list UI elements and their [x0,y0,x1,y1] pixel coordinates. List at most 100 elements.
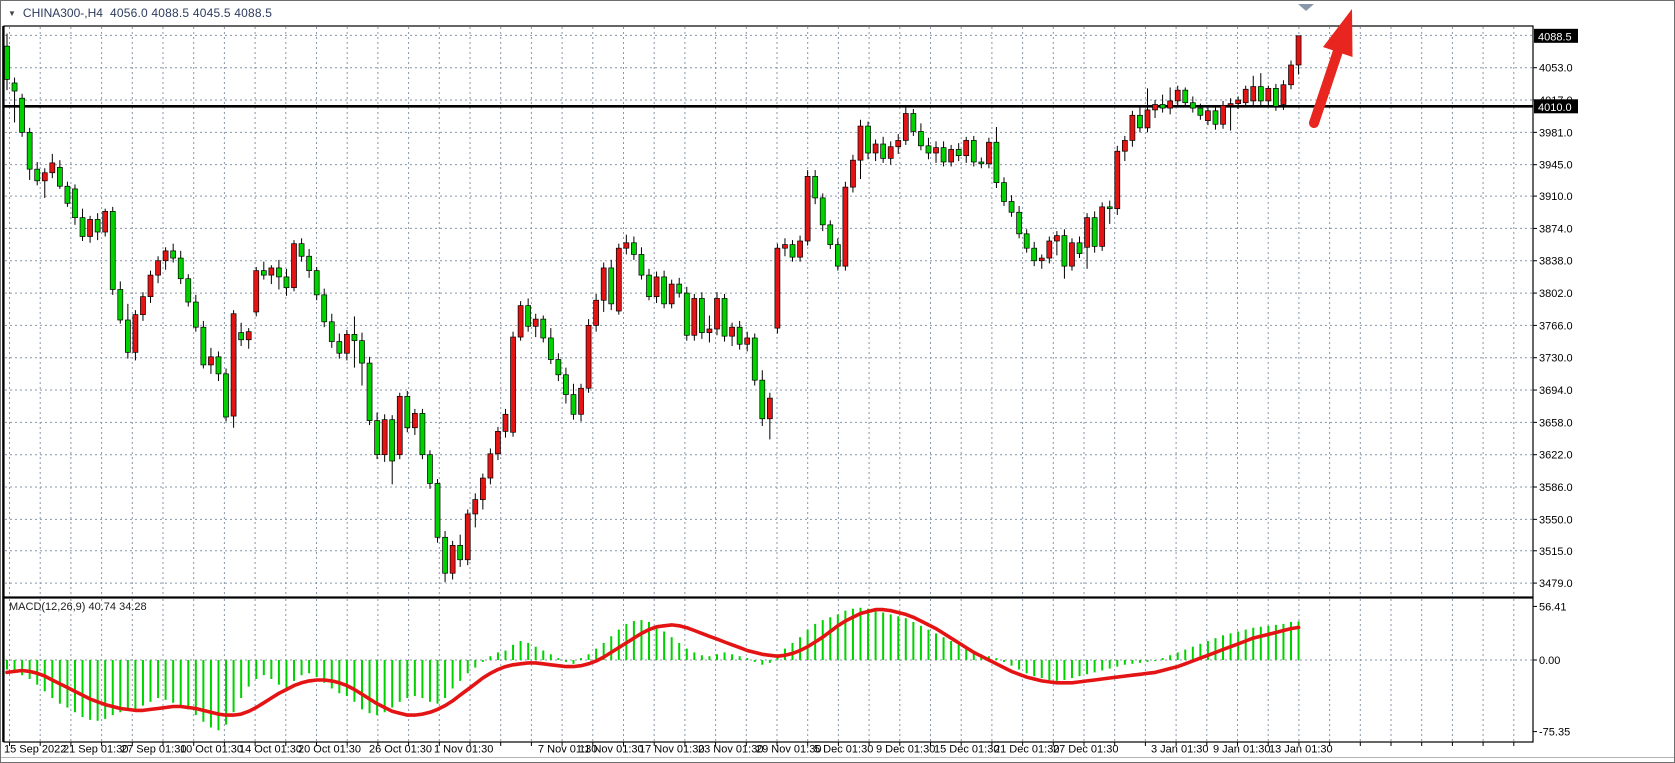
bear-candle [1137,114,1143,129]
bull-candle [1129,114,1136,141]
bear-candle [721,298,728,337]
price-tick-label: 3479.0 [1539,578,1573,590]
macd-signal-value: 34.28 [119,601,147,613]
bear-candle [1001,182,1007,202]
time-axis-label: 29 Nov 01:30 [756,744,821,756]
bull-candle [1084,217,1090,248]
bear-candle [192,301,199,328]
bear-candle [419,413,426,456]
bear-candle [57,167,63,187]
bear-candle [555,359,562,376]
macd-axis-label: -75.35 [1539,727,1570,739]
bear-candle [993,141,1000,183]
bear-candle [19,97,25,133]
bull-candle [517,305,524,338]
scroll-end-marker-icon[interactable] [1298,4,1314,11]
bull-candle [102,211,109,233]
bull-candle [1054,235,1060,242]
bear-candle [117,289,124,321]
time-axis-label: 9 Dec 01:30 [876,744,935,756]
bull-candle [850,159,856,188]
macd-axis-label: 0.00 [1539,655,1560,667]
bear-candle [1197,107,1204,116]
bull-candle [585,325,592,389]
bull-candle [887,146,894,159]
bear-candle [1106,206,1113,210]
bear-candle [1182,89,1189,104]
bull-candle [706,328,713,333]
bull-candle [1250,86,1257,102]
bull-candle [729,326,735,337]
time-axis-label: 26 Oct 01:30 [369,744,432,756]
bear-candle [298,243,305,257]
bear-candle [970,140,977,163]
bull-candle [230,313,237,417]
bear-candle [608,267,615,305]
bear-candle [819,197,826,226]
bull-candle [986,141,992,165]
bear-candle [374,420,380,456]
bear-candle [306,255,312,271]
bear-candle [834,244,841,267]
bear-candle [880,143,886,159]
bull-candle [479,477,486,500]
symbol-period-label: CHINA300-,H4 [22,6,103,20]
bear-candle [34,168,41,182]
bull-candle [857,125,864,161]
time-axis-label: 23 Nov 01:30 [698,744,763,756]
bear-candle [321,294,328,323]
bull-candle [1227,103,1234,106]
bear-candle [389,419,396,462]
bull-candle [412,413,418,429]
candles-layer[interactable] [4,33,1302,583]
bull-candle [132,314,139,353]
bull-candle [140,296,146,315]
bear-candle [457,545,464,561]
bear-candle [646,274,652,298]
macd-panel[interactable] [3,597,1534,743]
bull-candle [600,267,607,301]
time-axis-label: 14 Oct 01:30 [239,744,302,756]
time-axis-label: 7 Nov 01:30 [538,744,597,756]
bull-candle [963,140,970,157]
bull-candle [1235,99,1241,104]
macd-value: 40.74 [88,601,117,613]
bull-candle [1099,206,1106,247]
bull-candle [623,242,630,249]
bear-candle [260,270,267,276]
time-axis-label: 11 Nov 01:30 [579,744,644,756]
bull-candle [396,395,403,456]
bear-candle [351,334,358,342]
bear-candle [283,276,290,289]
bear-candle [359,340,365,364]
bull-candle [147,274,154,298]
symbol-dropdown-icon[interactable]: ▼ [8,8,16,18]
bear-candle [547,337,554,360]
bear-candle [540,318,547,339]
bear-candle [631,242,637,255]
macd-name: MACD(12,26,9) [9,601,86,613]
time-axis-label: 10 Oct 01:30 [180,744,243,756]
macd-signal-line [5,607,1301,717]
bear-candle [978,161,985,165]
trend-arrow-annotation[interactable] [1309,9,1353,128]
bear-candle [827,224,834,245]
bear-candle [940,147,947,163]
bear-candle [366,362,373,421]
bear-candle [661,276,667,305]
bull-candle [1046,240,1053,259]
bull-candle [1295,35,1302,66]
price-tick-label: 3586.0 [1539,482,1573,494]
bear-candle [94,219,101,233]
bull-candle [842,186,849,267]
bear-candle [812,175,819,199]
bull-candle [902,113,909,141]
price-tick-label: 4053.0 [1539,63,1573,75]
bull-candle [495,430,501,455]
bull-candle [872,143,879,154]
bull-candle [1242,88,1249,104]
bull-candle [691,298,698,336]
price-tick-label: 3658.0 [1539,417,1573,429]
time-axis-label: 17 Nov 01:30 [639,744,704,756]
